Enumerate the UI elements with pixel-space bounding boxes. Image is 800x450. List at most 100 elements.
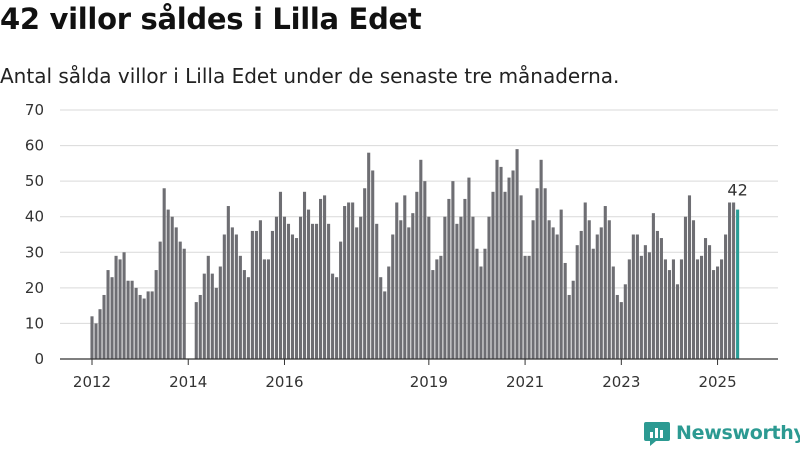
bar — [347, 202, 351, 359]
bar — [583, 202, 587, 359]
bar-chart: 0 10 20 30 40 50 60 70 2012 2014 2016 2019 2021 2023… — [25, 101, 778, 391]
chart-title: 42 villor såldes i Lilla Edet — [0, 2, 422, 36]
x-tick-label: 2012 — [73, 373, 111, 391]
bar — [555, 234, 559, 359]
bar — [246, 277, 250, 359]
bar — [647, 252, 651, 359]
y-tick-label: 10 — [25, 314, 44, 332]
bar — [226, 206, 230, 359]
bar — [627, 259, 631, 359]
bar — [162, 188, 166, 359]
bar — [639, 255, 643, 359]
y-tick-label: 50 — [25, 172, 44, 190]
bar-latest — [736, 209, 740, 359]
bar — [703, 238, 708, 359]
latest-value-label: 42 — [727, 181, 747, 200]
bar — [463, 198, 467, 359]
bar — [122, 252, 126, 359]
newsworthy-logo-icon — [644, 422, 670, 446]
bar — [732, 202, 736, 359]
bar — [166, 209, 170, 359]
bar — [651, 213, 655, 359]
bar — [527, 255, 531, 359]
bar — [327, 223, 331, 359]
bar — [407, 227, 411, 359]
bar — [202, 273, 206, 359]
bar — [419, 159, 423, 359]
bar — [118, 259, 122, 359]
y-tick-label: 70 — [25, 101, 44, 119]
bar — [323, 195, 327, 359]
bar — [238, 255, 242, 359]
bar — [399, 220, 403, 359]
bar — [154, 270, 158, 359]
bar — [158, 241, 162, 359]
bar — [471, 216, 475, 359]
bar — [375, 223, 379, 359]
bar — [210, 273, 214, 359]
bar — [659, 238, 663, 359]
bar — [218, 266, 222, 359]
bar — [455, 223, 459, 359]
bar — [495, 159, 499, 359]
annotations: 42 — [727, 181, 747, 200]
bar — [198, 294, 202, 359]
bar — [142, 298, 146, 359]
bar — [728, 202, 732, 359]
bar — [106, 270, 110, 359]
bar — [491, 191, 495, 359]
bar — [379, 277, 383, 359]
bar — [615, 294, 619, 359]
bar — [551, 227, 555, 359]
bar — [254, 230, 258, 359]
bar — [102, 294, 106, 359]
bar — [523, 255, 527, 359]
bar — [543, 188, 547, 359]
bar — [178, 241, 182, 359]
bar — [683, 216, 688, 359]
bar — [230, 227, 234, 359]
x-tick-label: 2016 — [265, 373, 303, 391]
bar — [290, 234, 295, 359]
bar — [343, 206, 347, 359]
bar — [679, 259, 684, 359]
bar — [222, 234, 226, 359]
y-tick-label: 60 — [25, 137, 44, 155]
bar — [724, 234, 728, 359]
bar — [475, 248, 479, 359]
x-axis: 2012 2014 2016 2019 2021 2023 2025 — [60, 358, 778, 391]
bar — [126, 280, 130, 359]
chart-subtitle: Antal sålda villor i Lilla Edet under de… — [0, 64, 620, 88]
bar — [278, 191, 283, 359]
x-tick-label: 2021 — [506, 373, 544, 391]
bar — [587, 220, 591, 359]
bar — [635, 234, 639, 359]
bar — [351, 202, 355, 359]
bar — [611, 266, 615, 359]
newsworthy-brand[interactable]: Newsworthy — [644, 418, 800, 448]
bar — [603, 206, 607, 359]
bar — [479, 266, 483, 359]
bar — [467, 177, 471, 359]
bar — [435, 259, 439, 359]
bar — [519, 195, 523, 359]
bar — [90, 316, 94, 359]
bar — [130, 280, 134, 359]
y-tick-label: 20 — [25, 279, 44, 297]
bar — [423, 181, 427, 359]
bar — [391, 234, 395, 359]
bar — [599, 227, 603, 359]
bar — [311, 223, 315, 359]
bar — [579, 230, 583, 359]
bar — [503, 191, 507, 359]
bar — [395, 202, 399, 359]
bar — [443, 216, 447, 359]
bar — [567, 294, 571, 359]
newsworthy-wordmark: Newsworthy — [676, 422, 800, 444]
bar — [716, 266, 720, 359]
bar — [451, 181, 455, 359]
bar — [563, 262, 567, 359]
bar — [387, 266, 391, 359]
x-tick-label: 2023 — [602, 373, 640, 391]
bar — [170, 216, 174, 359]
